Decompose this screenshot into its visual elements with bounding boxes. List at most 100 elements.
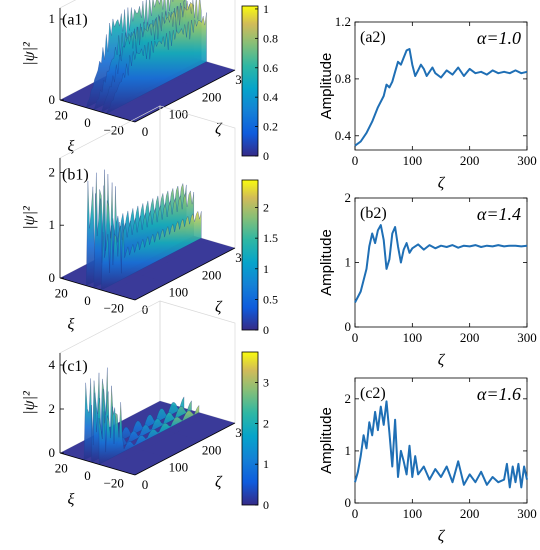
x-tick-label: 100 bbox=[403, 506, 423, 521]
xi-tick-label: 0 bbox=[84, 293, 91, 308]
y-tick-label: 0 bbox=[345, 495, 352, 510]
zeta-tick-label: 0 bbox=[142, 302, 149, 317]
panel-tag: (c2) bbox=[360, 385, 386, 402]
y-tick-label: 1.2 bbox=[335, 14, 351, 29]
x-tick-label: 100 bbox=[403, 153, 423, 168]
x-tick-label: 0 bbox=[352, 330, 359, 345]
colorbar-tick-label: 1.5 bbox=[263, 231, 278, 245]
alpha-annotation: α=1.6 bbox=[477, 384, 521, 404]
xi-tick-label: 20 bbox=[55, 460, 68, 475]
zeta-tick-label: 100 bbox=[169, 107, 189, 122]
colorbar-tick-label: 2 bbox=[263, 201, 269, 215]
colorbar-tick-label: 0.5 bbox=[263, 292, 278, 306]
colorbar-tick-label: 0 bbox=[263, 323, 269, 337]
surface-ridge bbox=[106, 12, 207, 114]
amplitude-series-line bbox=[354, 48, 528, 147]
xi-axis-label: ξ bbox=[68, 491, 75, 508]
surface-ridge bbox=[101, 210, 202, 291]
zeta-tick-label: 200 bbox=[202, 267, 222, 282]
y-tick-label: 2 bbox=[345, 391, 352, 406]
zeta-axis-label: ζ bbox=[215, 474, 223, 491]
alpha-annotation: α=1.4 bbox=[477, 204, 521, 224]
back-wall-right bbox=[159, 300, 236, 424]
z-axis-label: |ψ|² bbox=[21, 205, 38, 230]
panel-a2: 0 100 200 300 0.4 0.8 1.2 (a2) α=1.0 Amplitude ζ bbox=[318, 14, 537, 192]
zeta-tick-label: 100 bbox=[169, 460, 189, 475]
panel-a1: 01|ψ|²200−20ξ0100200300ζ(a1)00.20.40.60.… bbox=[21, 0, 278, 163]
plot-frame bbox=[354, 21, 528, 151]
xi-axis-label: ξ bbox=[68, 316, 75, 333]
colorbar-tick-label: 0 bbox=[263, 498, 269, 512]
zeta-axis-label: ζ bbox=[215, 121, 223, 138]
z-tick-label: 2 bbox=[49, 401, 56, 416]
colorbar-tick-label: 3 bbox=[263, 376, 269, 390]
amplitude-series-line bbox=[354, 400, 528, 489]
z-tick-label: 2 bbox=[49, 164, 56, 179]
z-tick-label: 4 bbox=[49, 357, 56, 372]
y-tick-label: 0.4 bbox=[335, 128, 352, 143]
panel-c2: 0 100 200 300 0 1 2 (c2) α=1.6 Amplitude ζ bbox=[318, 377, 537, 545]
xi-tick-label: −20 bbox=[104, 301, 124, 316]
panel-tag: (b2) bbox=[360, 205, 387, 222]
colorbar-tick-label: 2 bbox=[263, 416, 269, 430]
x-tick-label: 0 bbox=[352, 153, 359, 168]
x-axis-label: ζ bbox=[438, 175, 446, 192]
panel-tag: (a2) bbox=[360, 29, 386, 46]
x-axis-label: ζ bbox=[438, 352, 446, 369]
zeta-tick-label: 0 bbox=[142, 124, 149, 139]
colorbar-tick-label: 1 bbox=[263, 2, 269, 16]
z-tick-label: 0 bbox=[49, 92, 56, 107]
colorbar-tick-label: 0 bbox=[263, 149, 269, 163]
x-axis-label: ζ bbox=[438, 528, 446, 545]
xi-tick-label: 0 bbox=[84, 468, 91, 483]
colorbar bbox=[241, 5, 259, 157]
panel-tag: (b1) bbox=[62, 167, 89, 184]
colorbar-tick-label: 0.6 bbox=[263, 61, 278, 75]
x-tick-label: 0 bbox=[352, 506, 359, 521]
z-tick-label: 1 bbox=[49, 217, 56, 232]
plot-frame bbox=[354, 377, 528, 504]
zeta-axis-line bbox=[134, 69, 236, 123]
colorbar-tick-label: 0.2 bbox=[263, 120, 278, 134]
colorbar bbox=[241, 351, 259, 506]
z-tick-label: 0 bbox=[49, 270, 56, 285]
xi-axis-line bbox=[59, 277, 136, 301]
zeta-axis-line bbox=[134, 247, 236, 301]
zeta-tick-label: 200 bbox=[202, 89, 222, 104]
panel-tag: (a1) bbox=[62, 12, 88, 29]
xi-axis-line bbox=[59, 99, 136, 123]
x-tick-label: 100 bbox=[403, 330, 423, 345]
xi-tick-label: 20 bbox=[55, 285, 68, 300]
colorbar-tick-label: 0.8 bbox=[263, 31, 278, 45]
xi-tick-label: 0 bbox=[84, 115, 91, 130]
zeta-tick-label: 0 bbox=[142, 477, 149, 492]
colorbar bbox=[241, 179, 259, 331]
zeta-axis-label: ζ bbox=[215, 299, 223, 316]
y-tick-label: 0.8 bbox=[335, 71, 351, 86]
zeta-tick-label: 100 bbox=[169, 285, 189, 300]
z-axis-label: |ψ|² bbox=[21, 390, 38, 415]
panel-b2: 0 100 200 300 0 1 2 (b2) α=1.4 Amplitude ζ bbox=[318, 190, 537, 369]
xi-tick-label: 20 bbox=[55, 107, 68, 122]
xi-tick-label: −20 bbox=[104, 476, 124, 491]
z-tick-label: 0 bbox=[49, 445, 56, 460]
y-axis-label: Amplitude bbox=[318, 407, 335, 474]
z-axis-label: |ψ|² bbox=[21, 41, 38, 66]
y-tick-label: 2 bbox=[345, 190, 352, 205]
alpha-annotation: α=1.0 bbox=[477, 28, 521, 48]
y-tick-label: 1 bbox=[345, 255, 352, 270]
x-tick-label: 200 bbox=[460, 153, 480, 168]
amplitude-series-line bbox=[354, 224, 528, 303]
panel-tag: (c1) bbox=[62, 358, 88, 375]
y-tick-label: 1 bbox=[345, 443, 352, 458]
z-tick-label: 1 bbox=[49, 11, 56, 26]
surface-ridge bbox=[98, 402, 200, 465]
xi-axis-line bbox=[59, 452, 136, 476]
colorbar-tick-label: 0.4 bbox=[263, 90, 278, 104]
xi-axis-label: ξ bbox=[68, 138, 75, 155]
colorbar-tick-label: 1 bbox=[263, 457, 269, 471]
zeta-tick-label: 200 bbox=[202, 442, 222, 457]
